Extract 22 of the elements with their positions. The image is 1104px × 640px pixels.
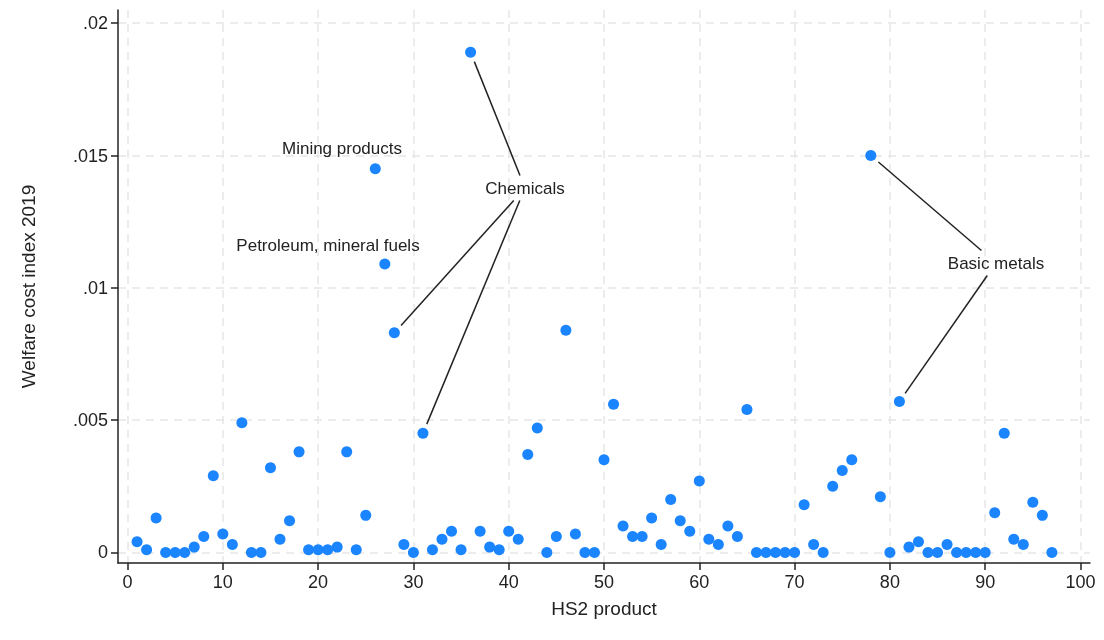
x-tick-label: 0	[122, 572, 133, 592]
x-tick-label: 70	[784, 572, 805, 592]
x-tick-label: 100	[1065, 572, 1096, 592]
annotation: Mining products	[281, 138, 403, 158]
annotation: Chemicals	[485, 178, 565, 198]
y-tick-label: .01	[82, 277, 108, 298]
x-tick-label: 20	[308, 572, 329, 592]
annotation: Petroleum, mineral fuels	[236, 235, 420, 255]
annotation: Basic metals	[947, 253, 1045, 273]
x-tick-label: 80	[879, 572, 900, 592]
y-axis-title: Welfare cost index 2019	[18, 184, 39, 389]
x-tick-label: 50	[593, 572, 615, 592]
y-tick-label: 0	[97, 542, 108, 563]
y-tick-label: .005	[72, 410, 108, 431]
x-tick-label: 30	[403, 572, 424, 592]
y-tick-label: .015	[72, 145, 108, 166]
x-axis-title: HS2 product	[551, 598, 658, 619]
x-tick-label: 40	[498, 572, 519, 592]
x-tick-label: 10	[212, 572, 233, 592]
x-tick-label: 60	[689, 572, 710, 592]
x-tick-label: 90	[975, 572, 996, 592]
y-tick-label: .02	[82, 13, 108, 34]
